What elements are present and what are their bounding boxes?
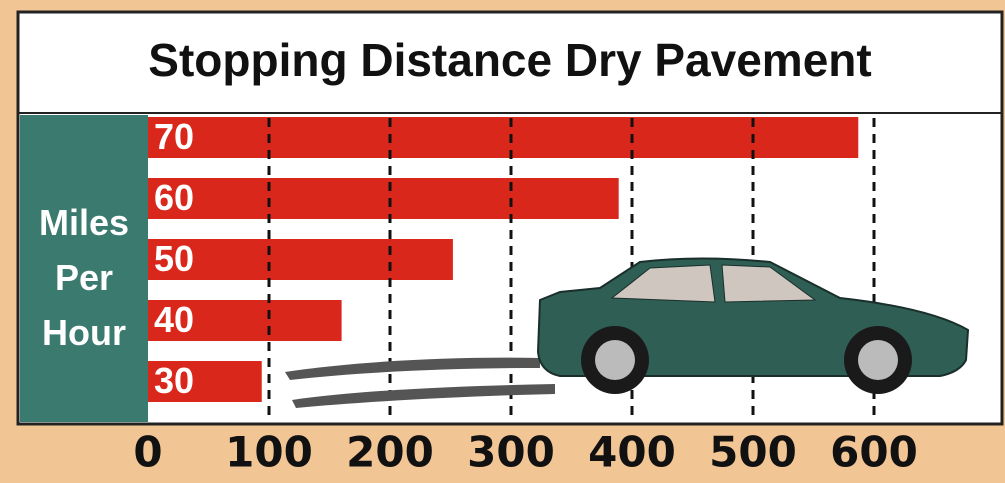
- category-label: 60: [154, 177, 194, 218]
- y-axis-label: Miles Per Hour: [20, 195, 148, 360]
- page: Stopping Distance Dry Pavement 70 60 50 40 3…: [0, 0, 1005, 483]
- category-label: 70: [154, 116, 194, 157]
- chart-title: Stopping Distance Dry Pavement: [148, 34, 871, 86]
- x-tick-label: 600: [830, 428, 918, 477]
- x-tick-label: 500: [709, 428, 797, 477]
- category-label: 50: [154, 238, 194, 279]
- x-tick-label: 400: [588, 428, 676, 477]
- x-tick-label: 100: [225, 428, 313, 477]
- x-tick-label: 0: [133, 428, 162, 477]
- category-label: 30: [154, 360, 194, 401]
- category-label: 40: [154, 299, 194, 340]
- x-tick-label: 200: [346, 428, 434, 477]
- x-tick-label: 300: [467, 428, 555, 477]
- car-hub: [595, 340, 635, 380]
- chart: Stopping Distance Dry Pavement 70 60 50 40 3…: [0, 0, 1005, 483]
- bar: [148, 178, 619, 219]
- car-hub: [858, 340, 898, 380]
